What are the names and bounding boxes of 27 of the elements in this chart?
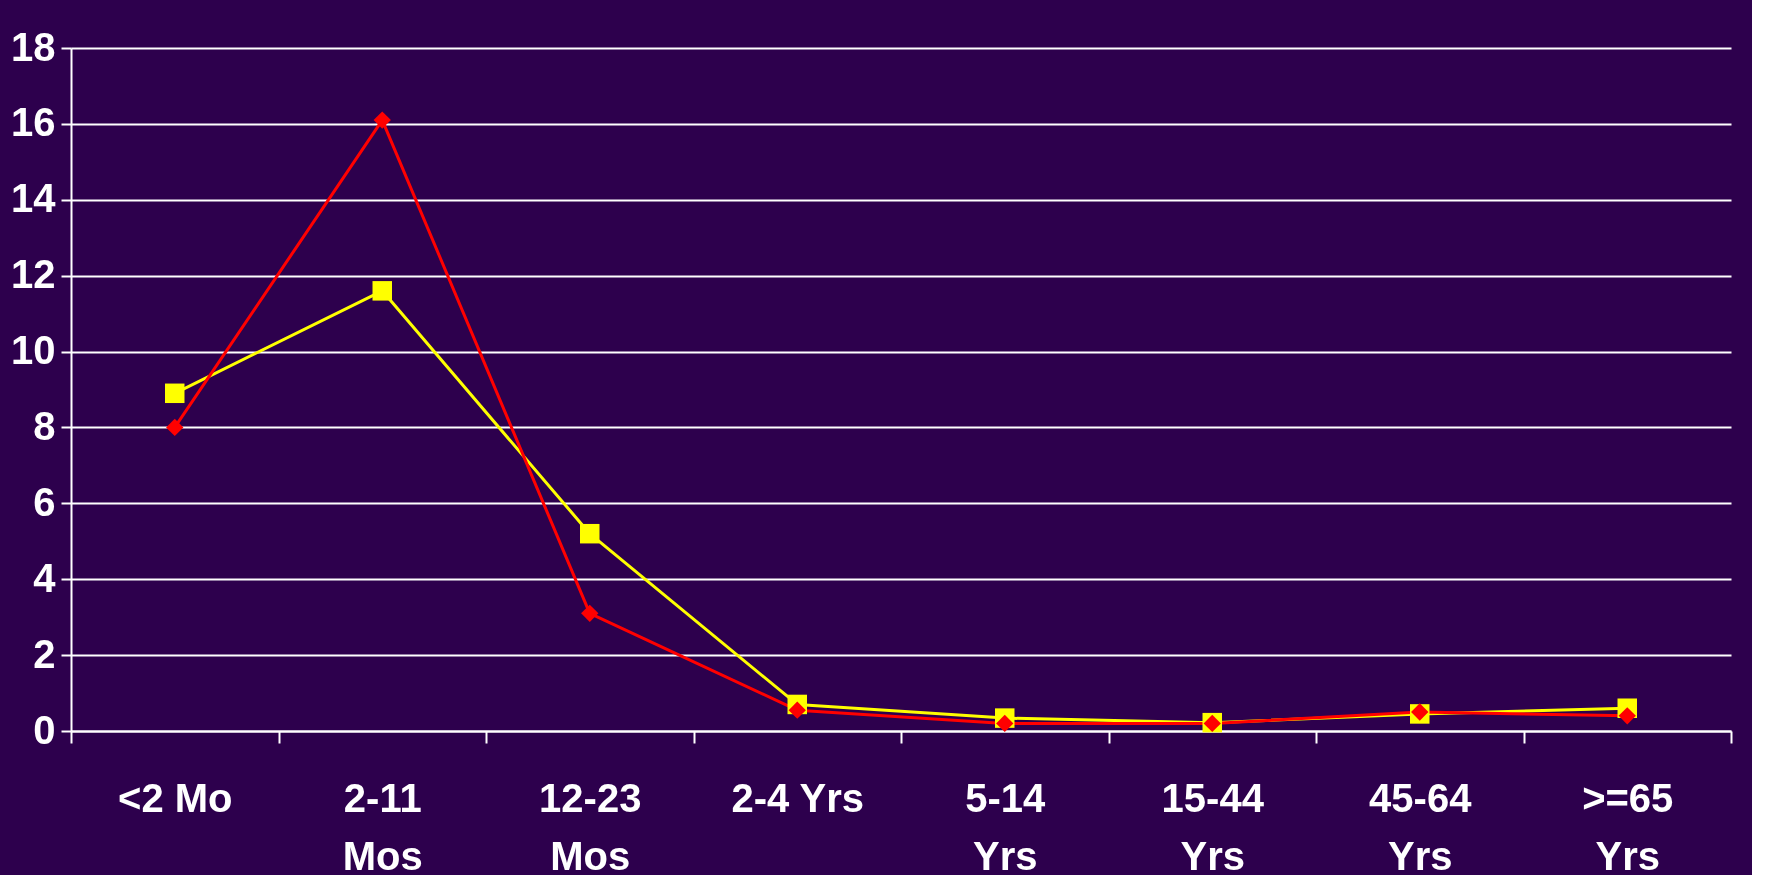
point (996, 714, 1014, 733)
y-tick-label: 16 (11, 100, 56, 145)
point (372, 281, 392, 301)
y-tick-label: 6 (33, 479, 56, 524)
x-tick-label: <2 Mo (118, 775, 233, 820)
y-tick-label: 4 (33, 555, 57, 600)
x-tick-label: 12-23 Mos (539, 775, 642, 875)
y-tick-label: 18 (11, 24, 56, 69)
y-tick-label: 12 (11, 252, 56, 297)
x-tick-label: 2-11 Mos (342, 775, 423, 875)
x-tick-label: >=65 Yrs (1582, 775, 1674, 875)
point (788, 701, 806, 719)
point (580, 523, 600, 544)
x-tick-label: 2-4 Yrs (731, 775, 865, 820)
y-tick-label: 0 (33, 707, 56, 752)
y-tick-label: 8 (33, 403, 56, 448)
x-tick-label: 15-44 Yrs (1161, 775, 1265, 875)
x-tick-label: 45-64 Yrs (1369, 775, 1473, 875)
point (581, 604, 599, 623)
y-tick-label: 10 (11, 328, 56, 373)
x-tick-label: 5-14 Yrs (965, 775, 1047, 875)
point (166, 418, 184, 437)
point (165, 383, 185, 404)
y-tick-label: 14 (11, 176, 57, 221)
point (373, 111, 391, 129)
point (1618, 707, 1636, 725)
y-tick-label: 2 (33, 631, 56, 676)
